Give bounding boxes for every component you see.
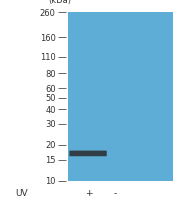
Text: 30: 30 [45,120,56,129]
Text: -: - [113,189,117,197]
Text: 60: 60 [45,84,56,93]
Text: UV: UV [15,189,28,197]
Text: 40: 40 [45,105,56,114]
Text: 80: 80 [45,69,56,78]
Text: 160: 160 [40,34,56,43]
Text: +: + [85,189,92,197]
Text: 50: 50 [45,94,56,102]
Text: 20: 20 [45,141,56,150]
Text: 15: 15 [45,156,56,165]
Text: (kDa): (kDa) [49,0,72,5]
Text: 260: 260 [40,9,56,17]
Bar [68,13,173,181]
Text: 110: 110 [40,53,56,62]
FancyBboxPatch shape [69,151,107,156]
Text: 10: 10 [45,177,56,185]
